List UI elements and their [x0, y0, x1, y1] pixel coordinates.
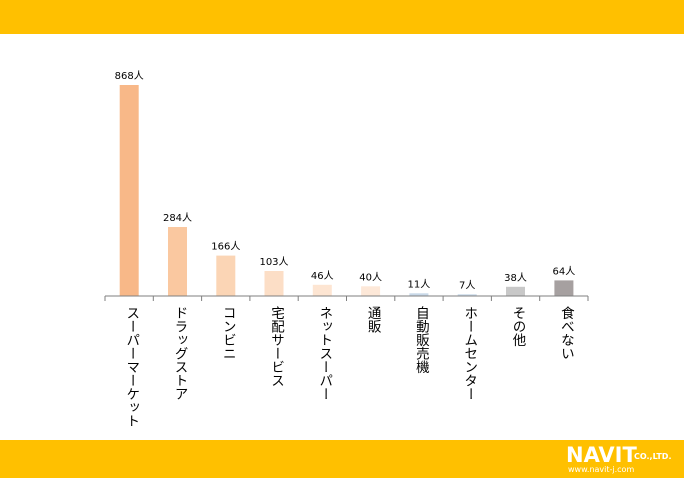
bar-4	[264, 271, 284, 296]
category-label-5: ネットスーパー	[316, 306, 332, 401]
bar-7	[409, 293, 429, 296]
navit-logo: NAVIT CO.,LTD. www.navit-j.com	[566, 444, 678, 474]
bars-layer	[119, 85, 574, 296]
bar-5	[312, 284, 332, 296]
category-label-3: コンビニ	[220, 306, 236, 360]
bar-10	[554, 280, 574, 296]
data-label-7: 11人	[408, 278, 431, 290]
data-label-9: 38人	[504, 272, 527, 284]
category-label-6: 通販	[365, 306, 382, 334]
data-label-5: 46人	[311, 270, 334, 282]
category-labels-layer: スーパーマーケット ドラッグストア コンビニ 宅配サービス ネットスーパー 通販 自動販売機…	[123, 305, 574, 428]
bar-2	[168, 227, 187, 296]
chart-area: 868人 284人 166人 103人 46人 40人 11人 7人 38人 64人 スーパーマー…	[0, 34, 684, 440]
x-axis	[104, 295, 589, 301]
data-label-8: 7人	[459, 279, 475, 291]
data-label-1: 868人	[115, 70, 144, 82]
bottom-banner	[0, 440, 684, 478]
category-label-2: ドラッグストア	[172, 306, 188, 401]
category-label-1: スーパーマーケット	[123, 306, 139, 428]
top-banner	[0, 0, 684, 34]
bar-9	[506, 286, 525, 296]
data-label-2: 284人	[163, 212, 192, 224]
data-label-3: 166人	[211, 241, 240, 253]
data-label-4: 103人	[259, 256, 288, 268]
logo-url: www.navit-j.com	[568, 465, 635, 474]
bar-chart: 868人 284人 166人 103人 46人 40人 11人 7人 38人 64人 スーパーマー…	[104, 70, 589, 428]
bar-3	[216, 255, 236, 296]
category-label-4: 宅配サービス	[268, 306, 285, 387]
category-label-9: その他	[510, 306, 527, 348]
category-label-8: ホームセンター	[461, 306, 478, 401]
data-label-10: 64人	[553, 265, 576, 277]
bar-1	[119, 85, 139, 296]
data-label-6: 40人	[359, 271, 382, 283]
bar-6	[361, 286, 381, 296]
logo-brand: NAVIT	[566, 443, 637, 467]
category-label-7: 自動販売機	[413, 306, 430, 375]
logo-company-suffix: CO.,LTD.	[634, 452, 672, 461]
data-labels-layer: 868人 284人 166人 103人 46人 40人 11人 7人 38人 64人	[115, 70, 576, 291]
bar-8	[457, 294, 477, 296]
category-label-10: 食べない	[558, 305, 575, 360]
